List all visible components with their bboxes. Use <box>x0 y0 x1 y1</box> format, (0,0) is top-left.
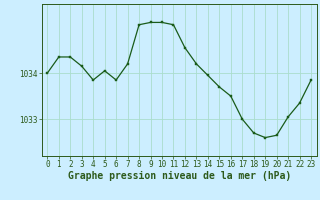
X-axis label: Graphe pression niveau de la mer (hPa): Graphe pression niveau de la mer (hPa) <box>68 171 291 181</box>
